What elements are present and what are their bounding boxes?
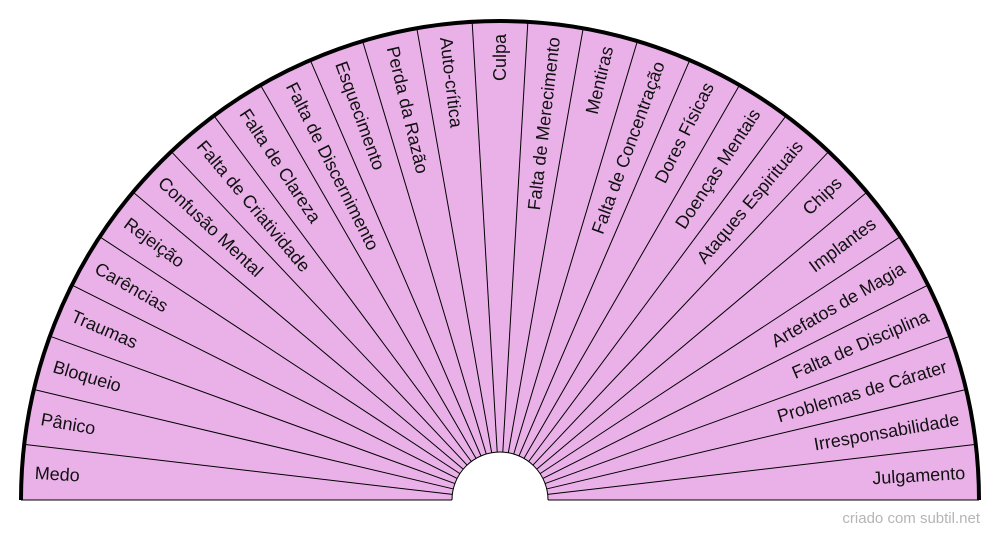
sector-divider bbox=[544, 335, 951, 485]
sector-divider bbox=[71, 284, 458, 479]
sector-divider bbox=[362, 40, 487, 455]
sector-divider bbox=[213, 115, 472, 462]
sector-divider bbox=[471, 21, 498, 453]
sector-divider bbox=[170, 151, 468, 466]
sector-divider bbox=[33, 389, 454, 490]
sector-divider bbox=[532, 151, 830, 466]
outer-arc bbox=[19, 19, 981, 501]
sector-divider bbox=[416, 28, 493, 453]
sector-divider bbox=[24, 443, 453, 495]
sector-label: Medo bbox=[34, 463, 80, 486]
sector-divider bbox=[507, 28, 584, 453]
sector-divider bbox=[539, 236, 901, 475]
sector-divider bbox=[132, 191, 464, 470]
sector-divider bbox=[523, 84, 740, 459]
center-hole-arc bbox=[451, 451, 549, 501]
sector-divider bbox=[99, 236, 461, 475]
sector-divider bbox=[49, 335, 456, 485]
sector-divider bbox=[513, 40, 638, 455]
sector-divider bbox=[546, 389, 967, 490]
sector-divider bbox=[518, 59, 691, 457]
sector-dividers bbox=[24, 21, 976, 495]
sector-label: Culpa bbox=[490, 33, 510, 81]
sector-divider bbox=[260, 84, 477, 459]
sector-divider bbox=[502, 21, 529, 453]
sector-divider bbox=[536, 191, 868, 470]
sector-divider bbox=[542, 284, 929, 479]
credit-text: criado com subtil.net bbox=[842, 510, 980, 527]
sector-divider bbox=[528, 115, 787, 462]
sector-divider bbox=[309, 59, 482, 457]
sector-divider bbox=[547, 443, 976, 495]
